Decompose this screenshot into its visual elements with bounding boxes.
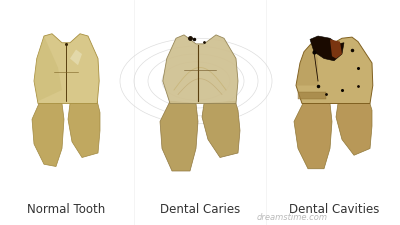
Polygon shape [296, 37, 373, 104]
Polygon shape [330, 39, 342, 58]
Polygon shape [294, 101, 332, 169]
Polygon shape [336, 101, 372, 155]
Text: Normal Tooth: Normal Tooth [27, 203, 105, 216]
Polygon shape [202, 101, 240, 158]
Polygon shape [70, 50, 82, 65]
Text: dreamstime.com: dreamstime.com [256, 213, 328, 222]
Text: Dental Cavities: Dental Cavities [289, 203, 379, 216]
Polygon shape [163, 35, 238, 104]
Polygon shape [296, 43, 318, 86]
Polygon shape [298, 92, 326, 99]
Polygon shape [160, 101, 198, 171]
Polygon shape [34, 36, 62, 101]
Polygon shape [310, 36, 344, 61]
Polygon shape [32, 101, 64, 166]
Text: Dental Caries: Dental Caries [160, 203, 240, 216]
Polygon shape [34, 34, 99, 104]
Polygon shape [68, 101, 100, 158]
